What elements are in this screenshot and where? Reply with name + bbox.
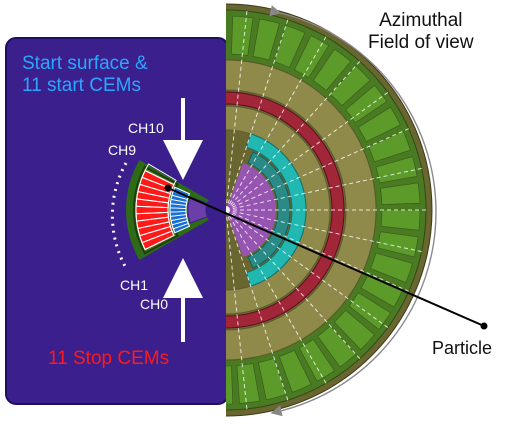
- green-segment: [236, 363, 261, 404]
- angular-grid-line: [226, 209, 361, 359]
- green-segment: [368, 130, 411, 163]
- channel-label-ch9: CH9: [108, 142, 137, 158]
- particle-entry-point: [164, 184, 172, 192]
- green-segment: [348, 292, 391, 330]
- azimuthal-fov-label: Azimuthal Field of view: [368, 10, 474, 54]
- angular-grid-line: [226, 11, 248, 211]
- green-segment: [333, 309, 376, 350]
- angular-grid-line: [226, 61, 361, 211]
- angular-grid-line: [226, 209, 422, 253]
- outer-detector-array: [226, 3, 433, 417]
- angular-grid-line: [226, 209, 409, 292]
- angular-grid-line: [226, 209, 389, 328]
- stop-cem-channel: [144, 163, 177, 186]
- start-surface-label: Start surface & 11 start CEMs: [22, 53, 148, 97]
- green-segment: [380, 182, 421, 205]
- particle-trajectory: [167, 187, 485, 327]
- green-segment: [345, 84, 388, 124]
- green-segment: [317, 325, 357, 368]
- angular-grid-line: [226, 128, 409, 211]
- angular-grid-line: [226, 209, 289, 401]
- azimuthal-line1: Azimuthal: [379, 10, 463, 31]
- green-segment: [312, 48, 352, 91]
- green-segment: [226, 365, 234, 405]
- green-segment: [329, 65, 371, 107]
- angular-grid-line: [226, 92, 389, 211]
- green-segment: [298, 338, 335, 382]
- azimuthal-fov-arc: [269, 5, 437, 417]
- channel-label-ch1: CH1: [120, 277, 149, 293]
- green-segment: [377, 231, 419, 258]
- start-surface-line2: 11 start CEMs: [22, 74, 141, 96]
- particle-marker: [480, 322, 488, 330]
- angular-grid-line: [226, 209, 248, 409]
- channel-label-ch0: CH0: [140, 296, 169, 312]
- particle-label: Particle: [432, 338, 493, 358]
- azimuthal-line2: Field of view: [368, 31, 474, 53]
- olive-ring: [226, 59, 377, 361]
- green-segment: [380, 209, 421, 231]
- outer-red-ring: [226, 91, 345, 329]
- start-surface-line1: Start surface &: [22, 53, 148, 74]
- green-segment: [357, 106, 401, 143]
- green-segment: [293, 35, 330, 79]
- angular-grid-line: [226, 167, 422, 211]
- stop-cems-label: 11 Stop CEMs: [48, 348, 170, 369]
- green-segment: [370, 252, 413, 284]
- inner-cem-arc: [126, 160, 209, 260]
- green-segment: [231, 15, 254, 56]
- angular-grid-line: [226, 19, 289, 211]
- channel-label-ch10: CH10: [128, 120, 164, 136]
